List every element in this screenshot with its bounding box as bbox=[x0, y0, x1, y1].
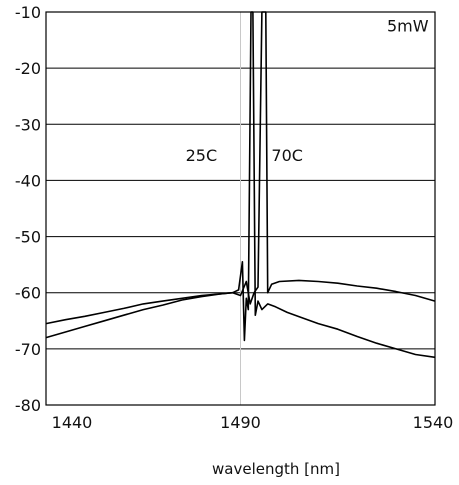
annotation-label: 5mW bbox=[387, 17, 429, 36]
y-tick-labels: -10 -20 -30 -40 -50 -60 -70 -80 bbox=[15, 3, 41, 415]
x-axis-label: wavelength [nm] bbox=[212, 460, 340, 478]
x-tick-label: 1440 bbox=[52, 413, 93, 432]
annotation-label: 25C bbox=[186, 146, 218, 165]
series-group bbox=[45, 11, 436, 359]
series-line-2 bbox=[45, 11, 436, 325]
x-tick-label: 1490 bbox=[220, 413, 261, 432]
y-tick-label: -40 bbox=[15, 171, 41, 190]
x-tick-label: 1540 bbox=[413, 413, 454, 432]
y-tick-label: -70 bbox=[15, 340, 41, 359]
y-tick-label: -30 bbox=[15, 115, 41, 134]
y-tick-label: -50 bbox=[15, 228, 41, 247]
y-tick-label: -60 bbox=[15, 284, 41, 303]
annotations: 5mW 25C 70C bbox=[186, 17, 429, 165]
y-tick-label: -80 bbox=[15, 396, 41, 415]
annotation-label: 70C bbox=[271, 146, 303, 165]
plot-frame bbox=[45, 11, 436, 406]
y-tick-label: -20 bbox=[15, 59, 41, 78]
y-tick-label: -10 bbox=[15, 3, 41, 22]
series-line-1 bbox=[45, 11, 436, 359]
x-tick-labels: 1440 1490 1540 bbox=[52, 413, 454, 432]
